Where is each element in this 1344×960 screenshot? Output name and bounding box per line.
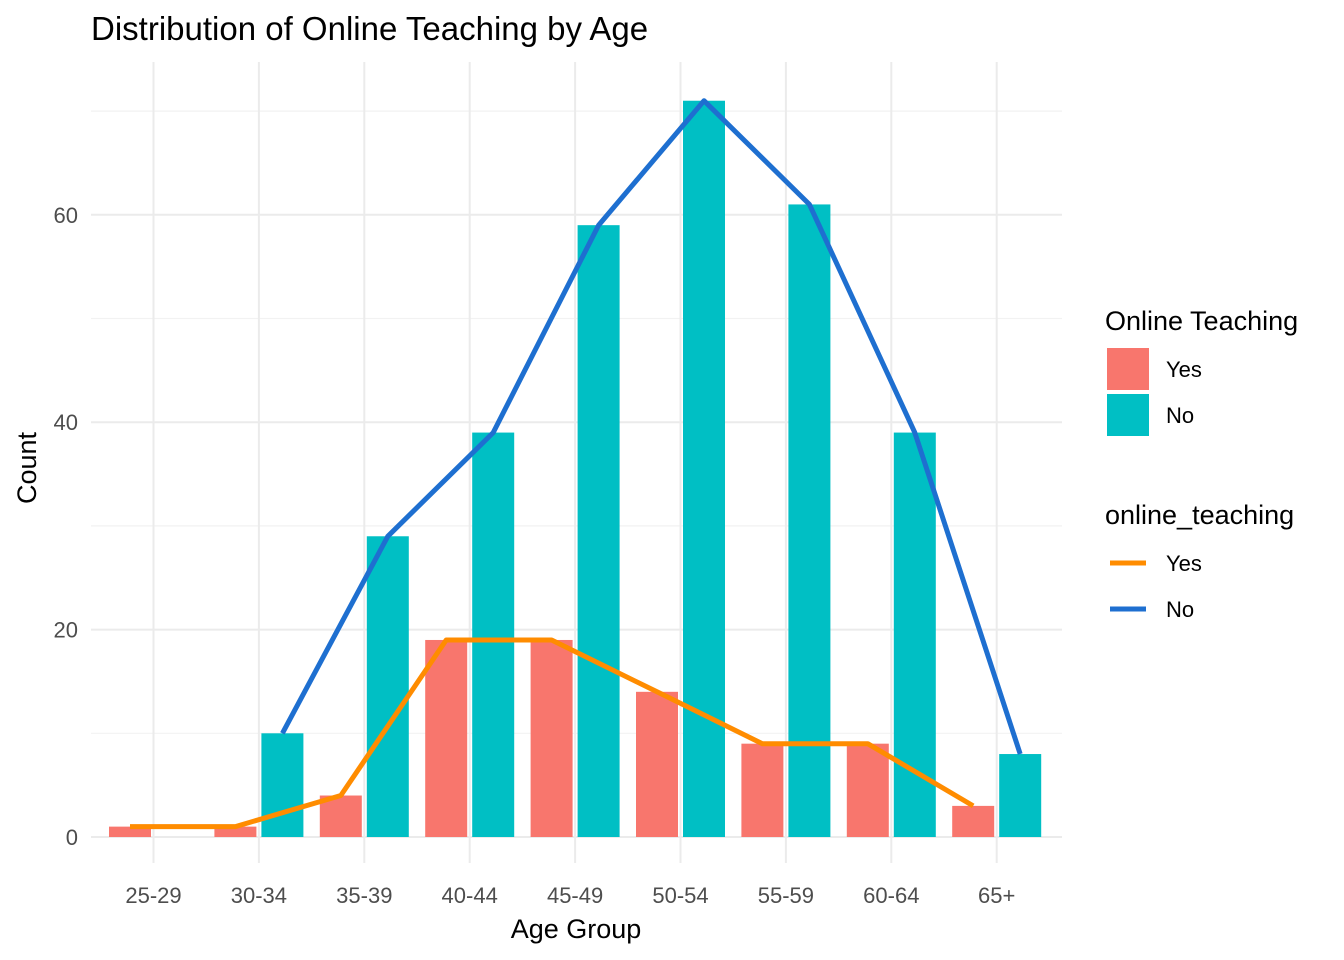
legend-swatch-yes	[1107, 348, 1149, 390]
bar-no-30-34	[261, 733, 304, 837]
bar-no-40-44	[472, 432, 515, 837]
bar-yes-55-59	[741, 743, 784, 837]
x-tick-label: 45-49	[547, 883, 603, 908]
bar-yes-40-44	[425, 639, 468, 837]
line-yes	[130, 637, 975, 830]
y-tick-label: 0	[66, 825, 78, 850]
x-axis-ticks: 25-29 30-34 35-39 40-44 45-49 50-54 55-59 60-64…	[125, 883, 1015, 908]
y-axis-title: Count	[12, 431, 42, 504]
grid	[91, 62, 1062, 863]
bar-yes-45-49	[530, 639, 573, 837]
bar-no-65+	[999, 754, 1042, 837]
bar-yes-25-29	[109, 826, 151, 837]
legend-label-no: No	[1166, 597, 1194, 622]
legend-label-no: No	[1166, 403, 1194, 428]
trend-lines	[130, 98, 1023, 830]
bar-no-55-59	[788, 204, 831, 837]
legend-title: online_teaching	[1105, 500, 1294, 530]
x-tick-label: 60-64	[863, 883, 919, 908]
x-tick-label: 35-39	[336, 883, 392, 908]
legend-label-yes: Yes	[1166, 551, 1202, 576]
x-axis-title: Age Group	[511, 914, 642, 944]
line-no	[280, 98, 1023, 755]
bar-yes-65+	[952, 805, 995, 837]
bar-yes-30-34	[214, 826, 257, 837]
bar-yes-60-64	[846, 743, 889, 837]
bar-no-45-49	[577, 225, 620, 838]
bar-no-50-54	[683, 100, 725, 838]
bar-no-60-64	[893, 432, 936, 837]
y-tick-label: 40	[54, 410, 78, 435]
legend-swatch-no	[1107, 394, 1149, 436]
bars	[109, 100, 1042, 838]
x-tick-label: 50-54	[652, 883, 708, 908]
legend-label-yes: Yes	[1166, 357, 1202, 382]
x-tick-label: 65+	[978, 883, 1015, 908]
y-tick-label: 60	[54, 203, 78, 228]
chart-title: Distribution of Online Teaching by Age	[91, 10, 648, 47]
bar-no-35-39	[366, 536, 409, 837]
legend: Online Teaching Yes No online_teaching Yes No	[1105, 306, 1298, 622]
x-tick-label: 55-59	[758, 883, 814, 908]
x-tick-label: 30-34	[231, 883, 287, 908]
x-tick-label: 40-44	[442, 883, 498, 908]
bar-yes-50-54	[636, 691, 678, 837]
x-tick-label: 25-29	[125, 883, 181, 908]
legend-title: Online Teaching	[1105, 306, 1298, 336]
y-axis-ticks: 0 20 40 60	[54, 203, 78, 850]
bar-yes-35-39	[319, 795, 362, 837]
y-tick-label: 20	[54, 618, 78, 643]
